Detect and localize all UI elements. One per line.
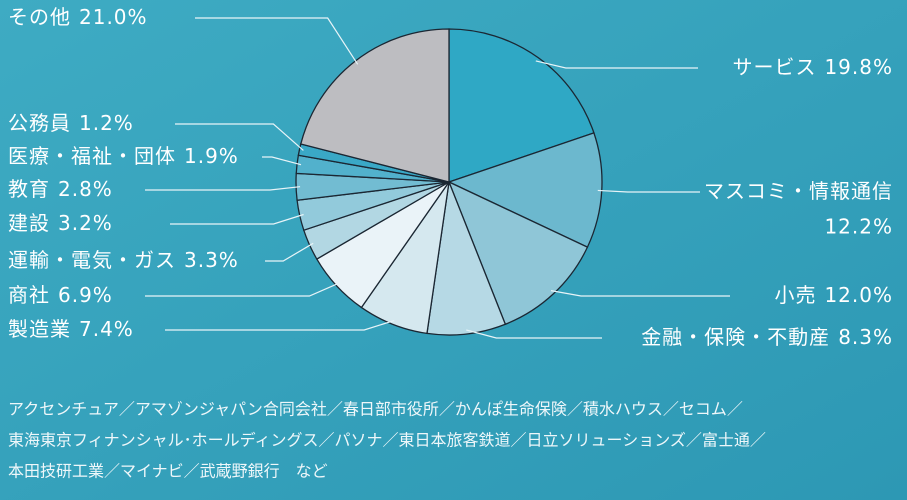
slice-label: マスコミ・情報通信 xyxy=(704,179,893,203)
leader-line xyxy=(165,319,395,331)
slice-label: 教育 2.8% xyxy=(8,177,113,201)
value-label: 1.2% xyxy=(79,111,134,135)
category-name: 商社 xyxy=(8,283,50,307)
value-label: 19.8% xyxy=(824,55,893,79)
leader-line xyxy=(145,282,340,297)
footer-line: 東海東京フィナンシャル･ホールディングス／パソナ／東日本旅客鉄道／日立ソリューシ… xyxy=(8,431,766,450)
category-name: サービス xyxy=(732,55,816,79)
leader-line xyxy=(466,329,602,339)
category-name: 医療・福祉・団体 xyxy=(8,144,176,168)
pie-slice xyxy=(447,180,589,326)
slice-label: 小売 12.0% xyxy=(774,283,893,307)
category-name: 金融・保険・不動産 xyxy=(641,325,830,349)
leader-line xyxy=(195,17,359,65)
category-name: マスコミ・情報通信 xyxy=(704,179,893,203)
value-label: 1.9% xyxy=(184,144,239,168)
value-label: 3.2% xyxy=(58,211,113,235)
category-name: 小売 xyxy=(774,283,816,307)
slice-label: 商社 6.9% xyxy=(8,283,113,307)
slice-label: 製造業 7.4% xyxy=(8,317,134,341)
category-name: 製造業 xyxy=(8,317,71,341)
value-label: 3.3% xyxy=(184,248,239,272)
slice-label: 建設 3.2% xyxy=(8,211,113,235)
footer-line: アクセンチュア／アマゾンジャパン合同会社／春日部市役所／かんぽ生命保険／積水ハウ… xyxy=(8,400,743,419)
category-name: 運輸・電気・ガス xyxy=(8,248,176,272)
leader-line xyxy=(170,213,304,225)
leader-line xyxy=(550,290,730,297)
value-label: 6.9% xyxy=(58,283,113,307)
leader-line xyxy=(597,189,700,193)
leader-line xyxy=(265,242,314,262)
value-label: 21.0% xyxy=(79,5,148,29)
slice-label: その他 21.0% xyxy=(8,5,148,29)
category-name: 公務員 xyxy=(8,111,71,135)
value-label: 7.4% xyxy=(79,317,134,341)
category-name: その他 xyxy=(8,5,71,29)
value-label: 12.2% xyxy=(824,215,893,239)
slice-label: サービス 19.8% xyxy=(732,55,893,79)
slice-label: 金融・保険・不動産 8.3% xyxy=(641,325,893,349)
pie-slice xyxy=(448,28,595,183)
category-name: 建設 xyxy=(8,211,50,235)
slice-label: 医療・福祉・団体 1.9% xyxy=(8,144,239,168)
leader-line xyxy=(535,60,698,69)
value-label: 8.3% xyxy=(838,325,893,349)
leader-line xyxy=(145,186,301,191)
leader-line xyxy=(262,156,302,166)
leader-line xyxy=(175,123,304,151)
slice-label: 運輸・電気・ガス 3.3% xyxy=(8,248,239,272)
category-name: 教育 xyxy=(8,177,50,201)
footer-line: 本田技研工業／マイナビ／武蔵野銀行 など xyxy=(8,462,328,481)
slice-label: 公務員 1.2% xyxy=(8,111,134,135)
value-label: 2.8% xyxy=(58,177,113,201)
value-label: 12.0% xyxy=(824,283,893,307)
